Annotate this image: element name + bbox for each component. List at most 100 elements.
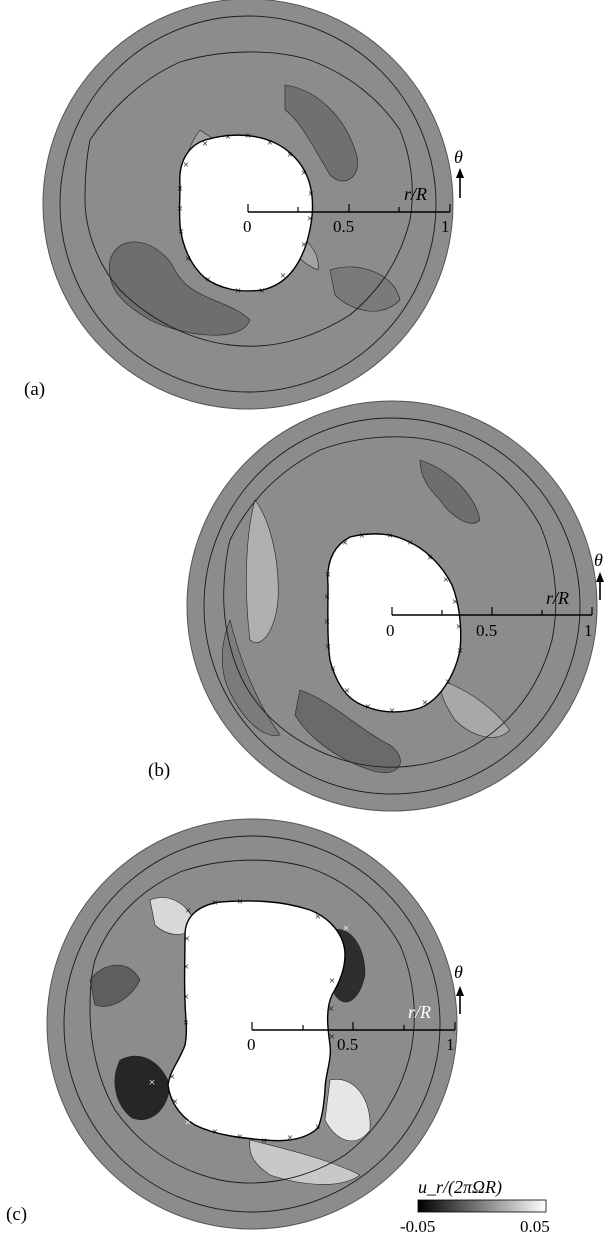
panel-c-core-marker: ×: [183, 961, 189, 973]
panel-c-core-marker: ×: [183, 991, 189, 1003]
panel-a-core-marker: ×: [177, 183, 183, 195]
panel-a: × × × × × × × × × × × × × × × × × × 0 0.…: [24, 0, 464, 410]
panel-c-core-marker: ×: [212, 1126, 218, 1138]
panel-b-core: [327, 533, 462, 713]
panel-a-angle-label: θ: [454, 147, 463, 167]
panel-c-core-marker: ×: [172, 1096, 178, 1108]
panel-c-core-marker: ×: [212, 897, 218, 909]
panel-b-tick-label-0-5: 0.5: [476, 621, 497, 640]
panel-a-core: [178, 134, 314, 292]
panel-a-label: (a): [24, 379, 45, 400]
panel-b-core-marker: ×: [456, 621, 462, 633]
panel-b-core-marker: ×: [344, 685, 350, 697]
panel-b-core-marker: ×: [452, 596, 458, 608]
colorbar-label: u_r/(2πΩR): [418, 1177, 502, 1198]
panel-c-light-patch-right: [324, 1079, 371, 1142]
panel-a-axis-label: r/R: [404, 184, 427, 204]
panel-b-core-marker: ×: [325, 641, 331, 653]
panel-a-core-marker: ×: [178, 226, 184, 238]
panel-a-dark-patch-2: [284, 84, 358, 182]
panel-a-core-marker: ×: [280, 270, 286, 282]
panel-c-core-marker: ×: [329, 1031, 335, 1043]
panel-c-core-marker: ×: [315, 911, 321, 923]
panel-a-core-marker: ×: [177, 203, 183, 215]
panel-c-angle-arrowhead: [456, 986, 464, 996]
panel-a-core-marker: ×: [301, 239, 307, 251]
panel-c-core-markers: × × × × × × × × × × × × × × × × × ×: [169, 896, 335, 1147]
panel-b-core-marker: ×: [443, 574, 449, 586]
panel-c-axis-label: r/R: [408, 1002, 431, 1022]
panel-c-highlight-marker: ×: [343, 921, 350, 935]
panel-b-core-marker: ×: [325, 569, 331, 581]
panel-c-highlight-marker: ×: [149, 1075, 156, 1089]
colorbar: u_r/(2πΩR) -0.05 0.05: [400, 1177, 550, 1236]
panel-b-core-marker: ×: [365, 701, 371, 713]
panel-a-tick-label-0: 0: [243, 217, 252, 236]
panel-b-core-marker: ×: [342, 537, 348, 549]
panel-c-core-marker: ×: [185, 905, 191, 917]
panel-c-core-marker: ×: [261, 1135, 267, 1147]
panel-a-contour-wavy: [84, 51, 413, 347]
panel-b-core-marker: ×: [389, 705, 395, 717]
panel-c-tick-label-1: 1: [446, 1035, 455, 1054]
panel-a-core-marker: ×: [225, 131, 231, 143]
panel-b-tick-label-1: 1: [584, 621, 593, 640]
panel-b-angle-label: θ: [594, 550, 603, 570]
panel-a-core-marker: ×: [267, 137, 273, 149]
panel-a-tick-label-0-5: 0.5: [333, 217, 354, 236]
panel-a-core-marker: ×: [183, 159, 189, 171]
panel-c-core-marker: ×: [287, 1132, 293, 1144]
panel-a-core-marker: ×: [235, 285, 241, 297]
panel-c-dark-patch-left: [114, 1055, 171, 1120]
panel-b-core-marker: ×: [387, 530, 393, 542]
panel-c-core-marker: ×: [315, 1121, 321, 1133]
panel-c-core-marker: ×: [237, 1131, 243, 1143]
panel-b-core-marker: ×: [457, 645, 463, 657]
panel-a-core-marker: ×: [301, 167, 307, 179]
panel-a-core-marker: ×: [205, 274, 211, 286]
panel-b-core-marker: ×: [359, 530, 365, 542]
panel-a-core-marker: ×: [308, 188, 314, 200]
panel-c-highlight-marker: ×: [335, 954, 342, 968]
panel-c-core: [167, 900, 346, 1142]
panel-a-mid-patch: [329, 266, 401, 312]
panel-b-contour-outer: [203, 417, 581, 795]
panel-b-core-marker: ×: [324, 591, 330, 603]
panel-a-dark-patch: [108, 241, 251, 336]
panel-c-light-patch-bottom: [249, 1139, 361, 1185]
panel-c: × × × × × × × × × × × × × × × × × × × × …: [6, 818, 464, 1230]
panel-a-angle-arrowhead: [456, 168, 464, 178]
panel-c-core-marker: ×: [184, 933, 190, 945]
panel-c-tick-label-0-5: 0.5: [337, 1035, 358, 1054]
panel-a-tick-label-1: 1: [441, 217, 450, 236]
panel-a-core-markers: × × × × × × × × × × × × × × × × × ×: [177, 130, 314, 297]
panel-b-contour-wavy: [223, 436, 557, 768]
panel-b: × × × × × × × × × × × × × × × × × × × 0 …: [148, 400, 604, 812]
panel-b-core-marker: ×: [324, 616, 330, 628]
panel-c-core-marker: ×: [328, 1003, 334, 1015]
panel-b-angle-arrowhead: [596, 572, 604, 582]
panel-b-light-patch: [246, 499, 279, 643]
panel-a-core-marker: ×: [259, 285, 265, 297]
panel-c-contour-outer: [63, 835, 441, 1213]
panel-c-contour-wavy: [89, 859, 415, 1184]
panel-c-highlight-marker: ×: [185, 1115, 192, 1129]
panel-c-label: (c): [6, 1204, 27, 1225]
colorbar-gradient: [417, 1199, 547, 1213]
panel-c-tick-label-0: 0: [247, 1035, 256, 1054]
colorbar-max-label: 0.05: [520, 1217, 550, 1236]
panel-c-mid-patch: [89, 964, 141, 1007]
panel-b-core-marker: ×: [445, 676, 451, 688]
panel-b-core-marker: ×: [330, 663, 336, 675]
panel-a-contour-outer: [59, 15, 437, 393]
panel-b-core-marker: ×: [422, 697, 428, 709]
panel-b-core-markers: × × × × × × × × × × × × × × × × × × ×: [324, 530, 463, 717]
panel-c-angle-label: θ: [454, 962, 463, 982]
panel-b-dark-patch-2: [419, 459, 481, 524]
panel-b-core-marker: ×: [427, 552, 433, 564]
panel-a-core-marker: ×: [185, 253, 191, 265]
panel-c-core-marker: ×: [237, 896, 243, 908]
panel-a-core-marker: ×: [307, 213, 313, 225]
panel-b-axis-label: r/R: [546, 588, 569, 608]
